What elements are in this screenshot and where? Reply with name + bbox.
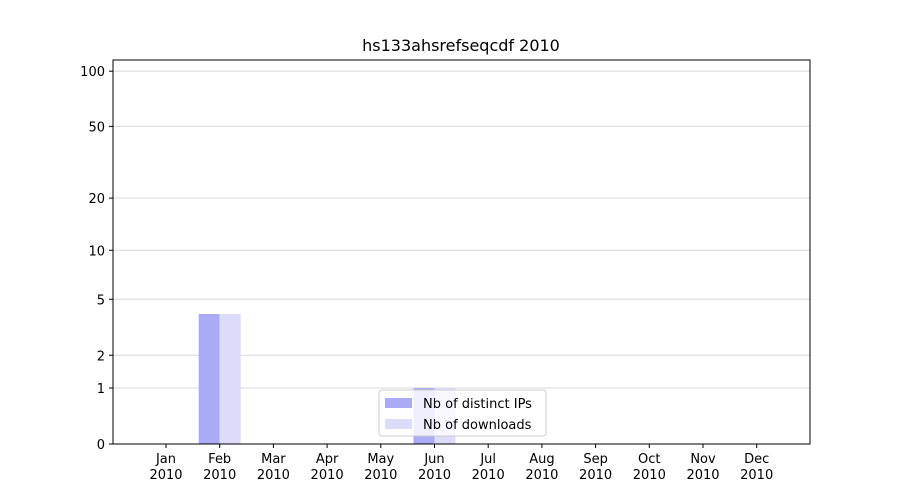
legend-swatch <box>385 398 412 408</box>
chart-title: hs133ahsrefseqcdf 2010 <box>362 36 560 55</box>
y-tick-label: 10 <box>88 244 105 259</box>
legend-box <box>378 389 547 437</box>
legend-label: Nb of downloads <box>423 418 532 433</box>
x-tick-label: Jul 2010 <box>471 452 505 483</box>
x-tick-label: Apr 2010 <box>310 452 344 483</box>
x-tick-label: Aug 2010 <box>525 452 559 483</box>
plot-frame <box>112 59 811 445</box>
x-tick-label: Nov 2010 <box>686 452 720 483</box>
y-tick-label: 5 <box>97 293 105 308</box>
x-tick-label: Jun 2010 <box>417 452 452 483</box>
y-tick-label: 2 <box>97 349 105 364</box>
x-tick-label: May 2010 <box>364 452 398 483</box>
x-tick-label: Jan 2010 <box>149 452 183 483</box>
x-tick-label: Sep 2010 <box>579 452 613 483</box>
y-tick-label: 100 <box>80 65 105 80</box>
bar <box>198 313 220 444</box>
y-tick-label: 50 <box>88 120 105 135</box>
y-tick-label: 20 <box>88 192 105 207</box>
y-tick-label: 1 <box>97 382 105 397</box>
x-tick-label: Mar 2010 <box>256 452 290 483</box>
y-tick-label: 0 <box>97 438 105 453</box>
bar <box>219 313 241 444</box>
x-tick-label: Oct 2010 <box>632 452 666 483</box>
legend-label: Nb of distinct IPs <box>423 397 532 412</box>
legend-swatch <box>385 419 412 429</box>
x-tick-label: Feb 2010 <box>203 452 237 483</box>
x-tick-label: Dec 2010 <box>740 452 774 483</box>
